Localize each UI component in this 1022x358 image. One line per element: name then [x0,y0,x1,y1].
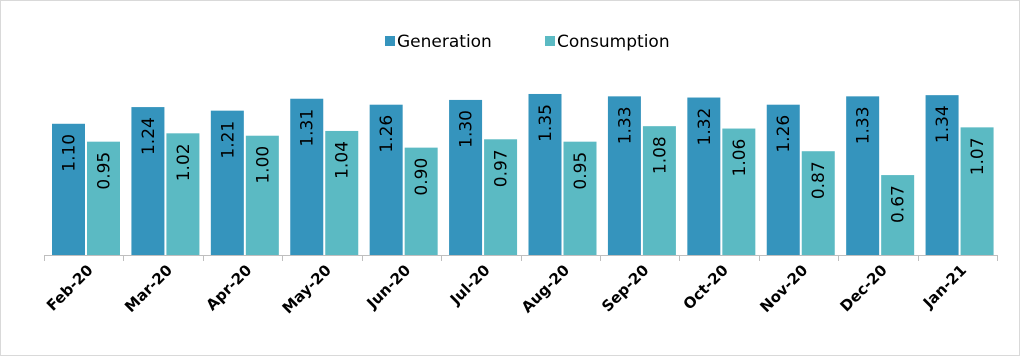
legend-swatch-consumption [545,36,555,46]
data-label-consumption-feb-20: 0.95 [95,152,115,190]
legend-swatch-generation [385,36,395,46]
data-label-consumption-sep-20: 1.08 [650,136,670,174]
bar-consumption-jul-20 [484,139,518,255]
data-label-generation-may-20: 1.31 [298,109,318,147]
x-tick-label-aug-20: Aug-20 [518,261,573,316]
bar-consumption-jun-20 [404,147,438,255]
bar-generation-jul-20 [449,99,483,255]
data-label-consumption-may-20: 1.04 [333,141,353,179]
bar-consumption-mar-20 [166,133,200,255]
bar-generation-jan-21 [925,95,959,256]
bar-generation-sep-20 [607,96,641,255]
legend-label-consumption: Consumption [557,32,670,52]
bar-consumption-aug-20 [563,141,597,255]
x-tick-label-sep-20: Sep-20 [598,261,652,315]
legend: Generation Consumption [385,32,670,52]
x-tick-label-dec-20: Dec-20 [837,261,891,315]
data-label-generation-oct-20: 1.32 [695,108,715,146]
bar-generation-feb-20 [52,123,85,256]
x-tick-label-mar-20: Mar-20 [121,261,176,316]
data-label-consumption-jul-20: 0.97 [492,149,512,187]
x-axis [44,255,998,261]
x-tick-label-jul-20: Jul-20 [446,261,494,309]
bar-consumption-apr-20 [245,135,279,255]
data-label-consumption-aug-20: 0.95 [571,152,591,190]
bar-generation-dec-20 [846,96,880,255]
bar-generation-oct-20 [687,97,721,256]
data-label-consumption-dec-20: 0.67 [889,185,909,223]
data-label-generation-mar-20: 1.24 [139,117,159,155]
bar-generation-jun-20 [369,104,403,255]
bar-generation-apr-20 [210,110,244,256]
x-tick-label-nov-20: Nov-20 [756,261,811,316]
bar-consumption-dec-20 [881,175,915,255]
data-label-generation-jul-20: 1.30 [457,110,477,148]
bar-consumption-feb-20 [87,141,120,255]
data-label-generation-jun-20: 1.26 [377,115,397,153]
data-label-consumption-nov-20: 0.87 [809,161,829,199]
data-label-consumption-oct-20: 1.06 [730,139,750,177]
data-label-generation-sep-20: 1.33 [615,106,635,144]
data-label-consumption-jun-20: 0.90 [412,158,432,196]
legend-label-generation: Generation [397,32,492,52]
bar-generation-may-20 [290,98,324,255]
data-label-consumption-jan-21: 1.07 [968,137,988,175]
data-label-generation-nov-20: 1.26 [774,115,794,153]
bar-consumption-jan-21 [960,127,994,255]
x-tick-label-apr-20: Apr-20 [202,261,255,314]
bar-consumption-sep-20 [642,126,676,256]
bar-consumption-nov-20 [801,151,835,255]
data-label-generation-dec-20: 1.33 [854,106,874,144]
bars-group: 1.10 0.95 1.24 1.02 1.21 1.00 1.31 1.04 1.26 0.90… [52,93,994,256]
x-tick-labels: Feb-20 Mar-20 Apr-20 May-20 Jun-20 Jul-20 Aug-… [43,261,970,317]
data-label-generation-feb-20: 1.10 [60,134,80,172]
x-tick-label-jan-21: Jan-21 [919,261,970,312]
bar-consumption-may-20 [325,130,359,255]
bar-generation-mar-20 [131,107,165,255]
bar-generation-aug-20 [528,93,562,255]
data-label-consumption-mar-20: 1.02 [174,143,194,181]
data-label-consumption-apr-20: 1.00 [253,146,273,184]
bar-consumption-oct-20 [722,128,756,255]
data-label-generation-aug-20: 1.35 [536,104,556,142]
x-tick-label-jun-20: Jun-20 [363,261,415,313]
x-tick-label-feb-20: Feb-20 [43,261,96,314]
x-tick-label-oct-20: Oct-20 [680,261,732,313]
data-label-generation-jan-21: 1.34 [933,105,953,143]
x-tick-label-may-20: May-20 [279,261,335,317]
data-label-generation-apr-20: 1.21 [218,121,238,159]
bar-generation-nov-20 [766,104,800,255]
